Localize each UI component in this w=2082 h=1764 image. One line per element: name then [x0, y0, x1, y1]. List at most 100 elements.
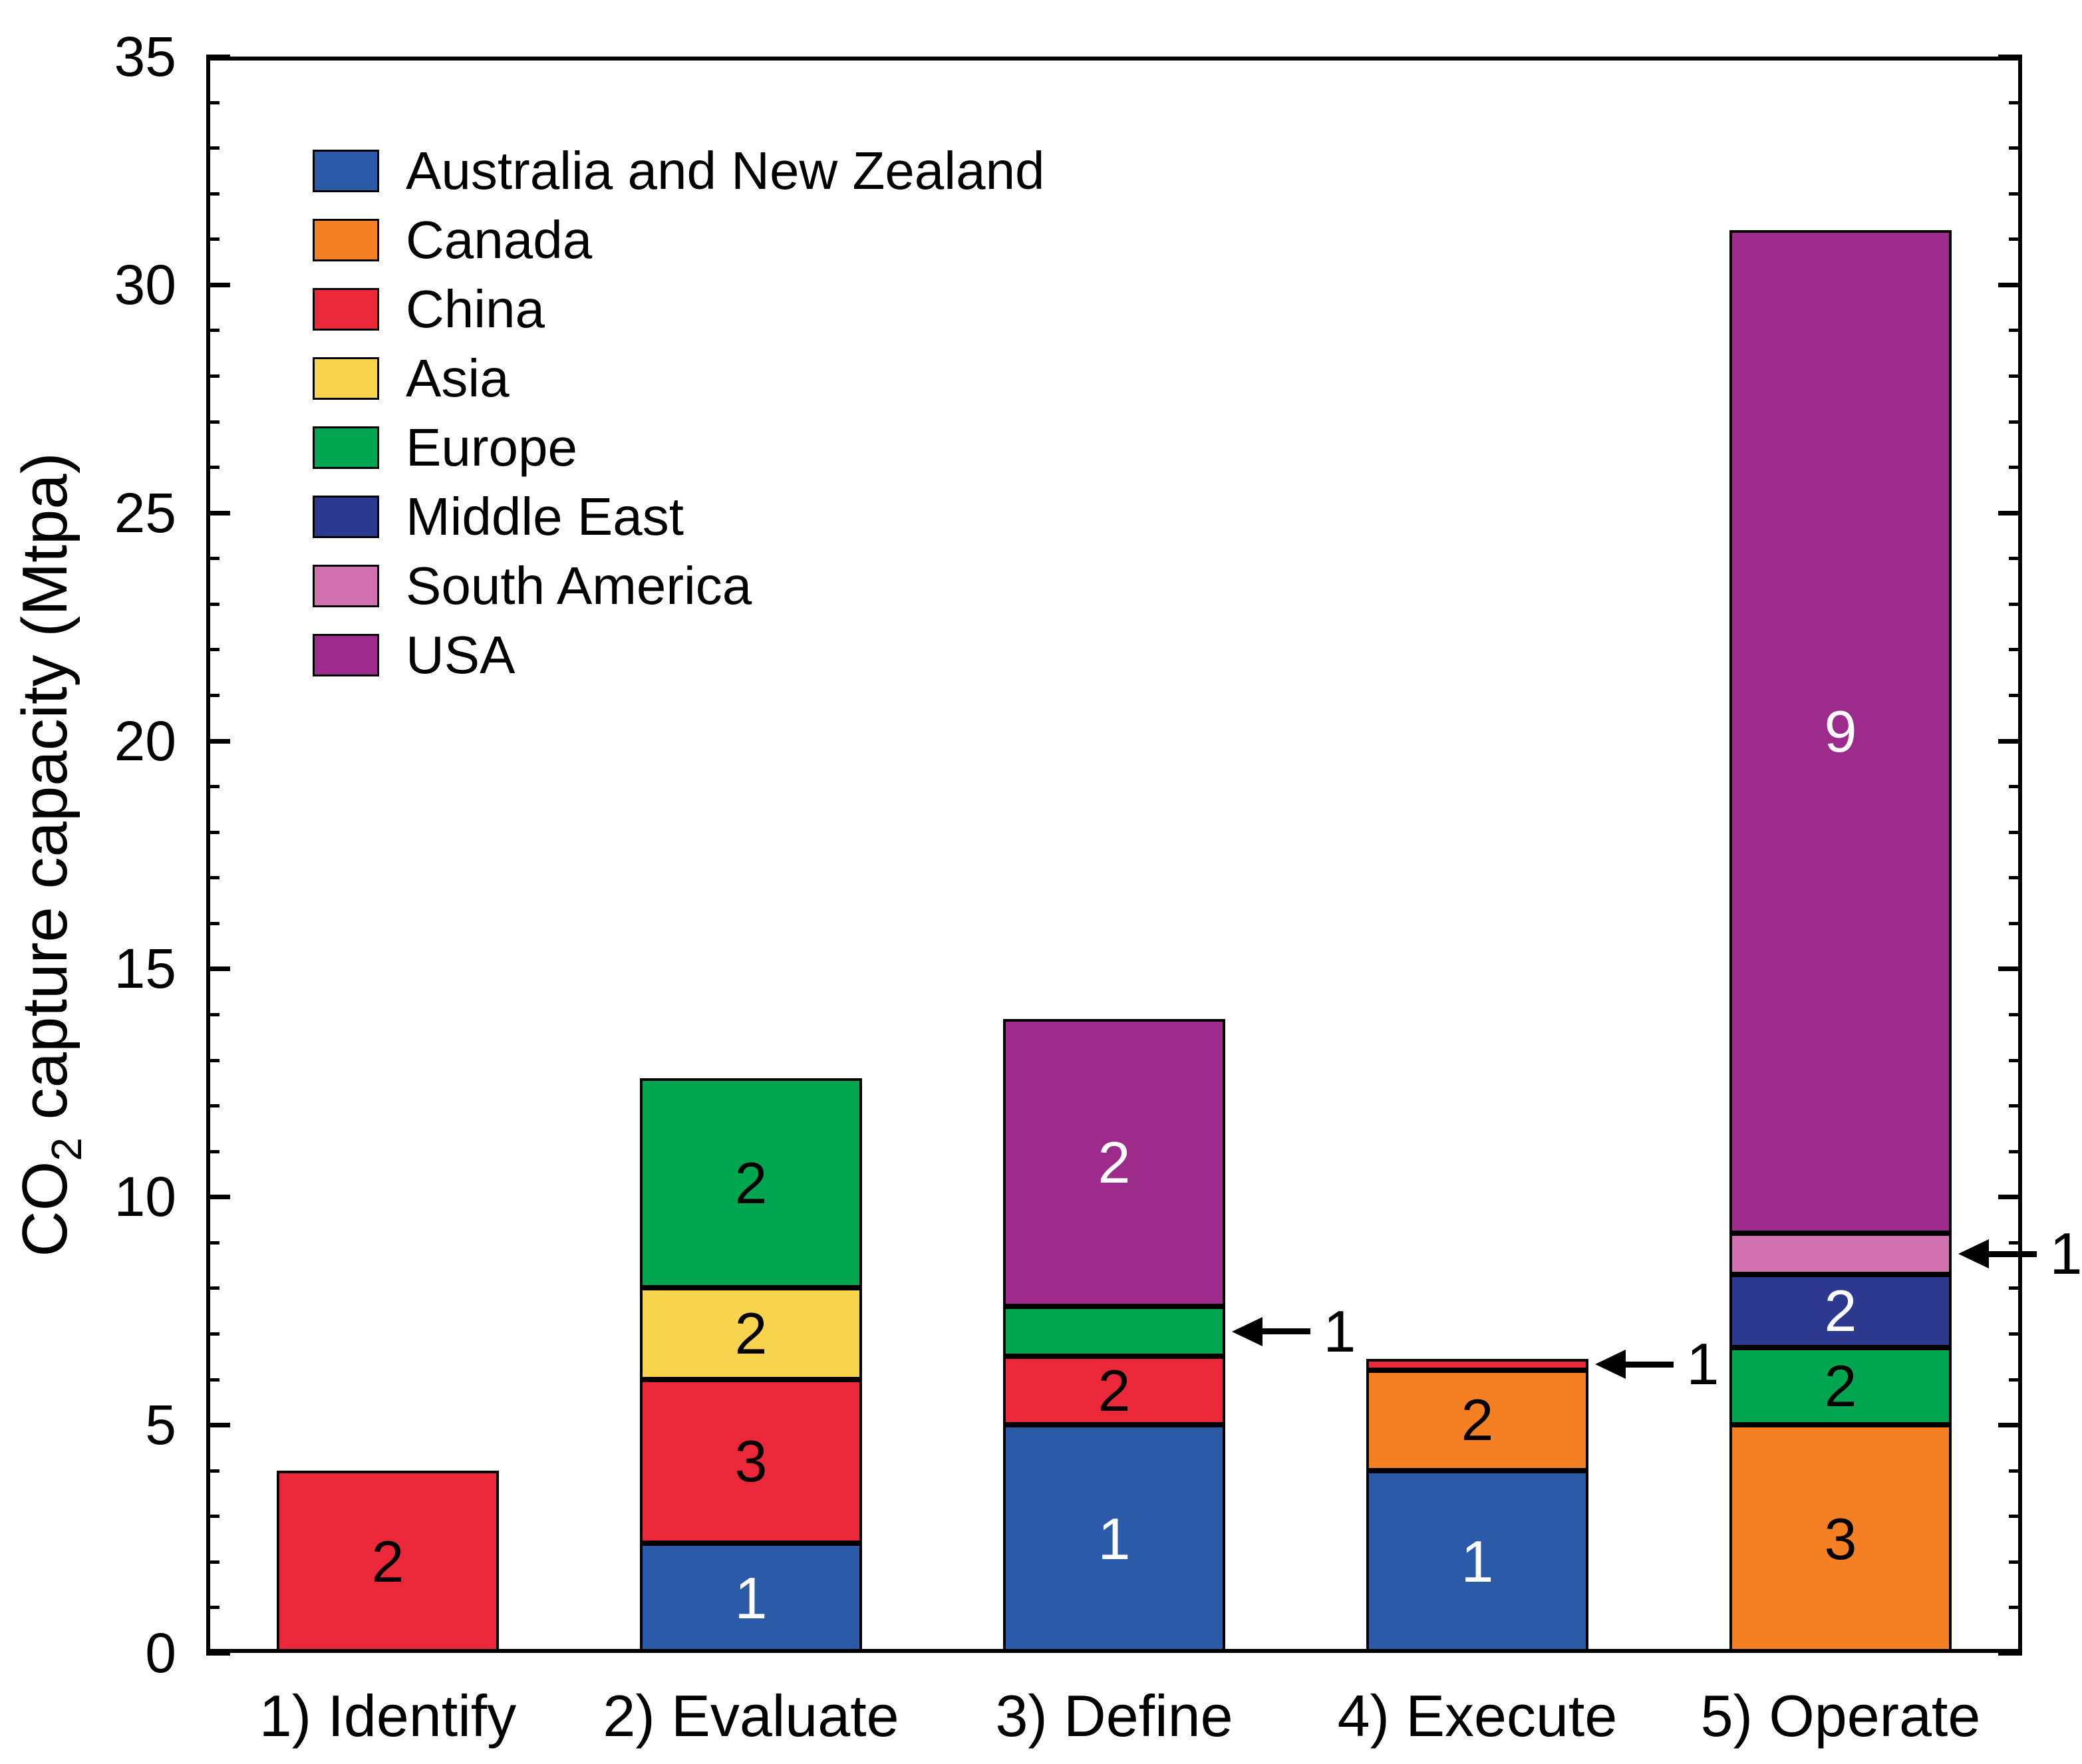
bar-segment-australia-and-new-zealand: [640, 1543, 862, 1653]
y-axis-minor-tick: [206, 192, 220, 196]
y-axis-tick-label: 10: [114, 1165, 176, 1229]
y-axis-minor-tick: [206, 100, 220, 104]
bar-segment-south-america: [1729, 1233, 1952, 1274]
legend-label-asia: Asia: [406, 349, 510, 408]
y-axis-minor-tick-right: [2009, 1286, 2022, 1290]
bar-segment-count-china: 2: [371, 1528, 404, 1594]
bar-segment-europe: [640, 1078, 862, 1288]
y-axis-major-tick: [206, 738, 230, 744]
legend-label-australia-and-new-zealand: Australia and New Zealand: [406, 141, 1045, 200]
y-axis-tick-label: 25: [114, 481, 176, 544]
y-axis-minor-tick-right: [2009, 1378, 2022, 1382]
legend-label-china: China: [406, 279, 545, 339]
x-axis-category-label: 5) Operate: [1700, 1683, 1981, 1749]
bar-segment-usa: [1729, 229, 1952, 1234]
bar-segment-middle-east: [1729, 1274, 1952, 1348]
bar-segment-count-europe: 2: [734, 1149, 768, 1216]
y-axis-minor-tick-right: [2009, 1241, 2022, 1245]
y-axis-tick-label: 35: [114, 25, 176, 88]
y-axis-major-tick: [206, 966, 230, 972]
bar-segment-count-china: 2: [1098, 1357, 1131, 1423]
y-axis-minor-tick: [206, 1378, 220, 1382]
y-axis-minor-tick: [206, 1469, 220, 1473]
bar-segment-count-australia-and-new-zealand: 1: [1461, 1528, 1494, 1594]
y-axis-minor-tick: [206, 1149, 220, 1153]
y-axis-minor-tick: [206, 830, 220, 834]
legend-item-australia-and-new-zealand: Australia and New Zealand: [313, 136, 1045, 206]
y-axis-label-subscript: 2: [43, 1137, 90, 1161]
y-axis-minor-tick: [206, 374, 220, 378]
x-axis-category-label: 2) Evaluate: [603, 1683, 899, 1749]
bar-segment-count-usa: 2: [1098, 1129, 1131, 1195]
annotation-arrow-south-america: 1: [1958, 1217, 2082, 1290]
bar-segment-asia: [640, 1288, 862, 1380]
bar-segment-europe: [1003, 1306, 1225, 1357]
y-axis-minor-tick-right: [2009, 466, 2022, 470]
y-axis-minor-tick-right: [2009, 557, 2022, 561]
y-axis-minor-tick: [206, 1606, 220, 1610]
bar-segment-china: [640, 1379, 862, 1544]
y-axis-major-tick-right: [1998, 1651, 2022, 1656]
y-axis-minor-tick: [206, 466, 220, 470]
bar-segment-canada: [1366, 1370, 1588, 1471]
y-axis-minor-tick-right: [2009, 1515, 2022, 1519]
y-axis-major-tick-right: [1998, 1195, 2022, 1200]
bar-segment-australia-and-new-zealand: [1003, 1425, 1225, 1653]
legend-swatch-australia-and-new-zealand: [313, 150, 379, 192]
y-axis-minor-tick: [206, 146, 220, 150]
y-axis-minor-tick-right: [2009, 830, 2022, 834]
legend-item-china: China: [313, 275, 1045, 344]
y-axis-minor-tick-right: [2009, 192, 2022, 196]
legend-label-usa: USA: [406, 625, 516, 684]
legend-swatch-middle-east: [313, 496, 379, 538]
legend-item-asia: Asia: [313, 344, 1045, 413]
plot-area: 2 1 3 2 2 1 2 1 2 1 2 1 3 2 2 1 9: [206, 55, 2082, 1656]
y-axis-minor-tick: [206, 1560, 220, 1564]
y-axis-tick-label: 5: [145, 1394, 176, 1457]
y-axis-minor-tick-right: [2009, 785, 2022, 789]
y-axis-minor-tick: [206, 648, 220, 652]
y-axis-minor-tick-right: [2009, 876, 2022, 880]
y-axis-minor-tick: [206, 921, 220, 925]
y-axis-minor-tick-right: [2009, 374, 2022, 378]
y-axis-minor-tick-right: [2009, 1332, 2022, 1336]
y-axis-tick-label: 15: [114, 937, 176, 1000]
legend-swatch-canada: [313, 219, 379, 261]
y-axis-minor-tick-right: [2009, 1560, 2022, 1564]
y-axis-minor-tick: [206, 694, 220, 697]
y-axis-major-tick: [206, 1195, 230, 1200]
y-axis-tick-label: 20: [114, 709, 176, 772]
y-axis-minor-tick-right: [2009, 648, 2022, 652]
bar-segment-count-middle-east: 2: [1824, 1277, 1857, 1344]
y-axis-minor-tick-right: [2009, 146, 2022, 150]
y-axis-minor-tick-right: [2009, 694, 2022, 697]
y-axis-minor-tick-right: [2009, 1058, 2022, 1062]
y-axis-major-tick-right: [1998, 282, 2022, 287]
y-axis-major-tick: [206, 510, 230, 515]
bar-segment-china: [1366, 1358, 1588, 1370]
y-axis-minor-tick-right: [2009, 1104, 2022, 1108]
y-axis-minor-tick-right: [2009, 1149, 2022, 1153]
bar-segment-canada: [1729, 1425, 1952, 1653]
bar-segment-count-canada: 3: [1824, 1505, 1857, 1572]
y-axis-minor-tick: [206, 420, 220, 424]
y-axis-minor-tick: [206, 602, 220, 606]
y-axis-major-tick: [206, 55, 230, 59]
annotation-label: 1: [1686, 1331, 1719, 1397]
bar-segment-europe: [1729, 1347, 1952, 1425]
y-axis-minor-tick: [206, 1241, 220, 1245]
legend-swatch-usa: [313, 634, 379, 676]
annotation-arrow-europe: 1: [1231, 1295, 1356, 1368]
y-axis-minor-tick: [206, 876, 220, 880]
bar-segment-china: [1003, 1356, 1225, 1425]
y-axis-minor-tick: [206, 1058, 220, 1062]
legend-swatch-europe: [313, 426, 379, 469]
legend-label-canada: Canada: [406, 210, 593, 269]
arrow-head-icon: [1231, 1316, 1263, 1346]
bar-segment-count-asia: 2: [734, 1300, 768, 1366]
y-axis-minor-tick-right: [2009, 1606, 2022, 1610]
annotation-label: 1: [2049, 1221, 2082, 1286]
bar-segment-count-china: 3: [734, 1428, 768, 1494]
legend-label-middle-east: Middle East: [406, 487, 684, 546]
